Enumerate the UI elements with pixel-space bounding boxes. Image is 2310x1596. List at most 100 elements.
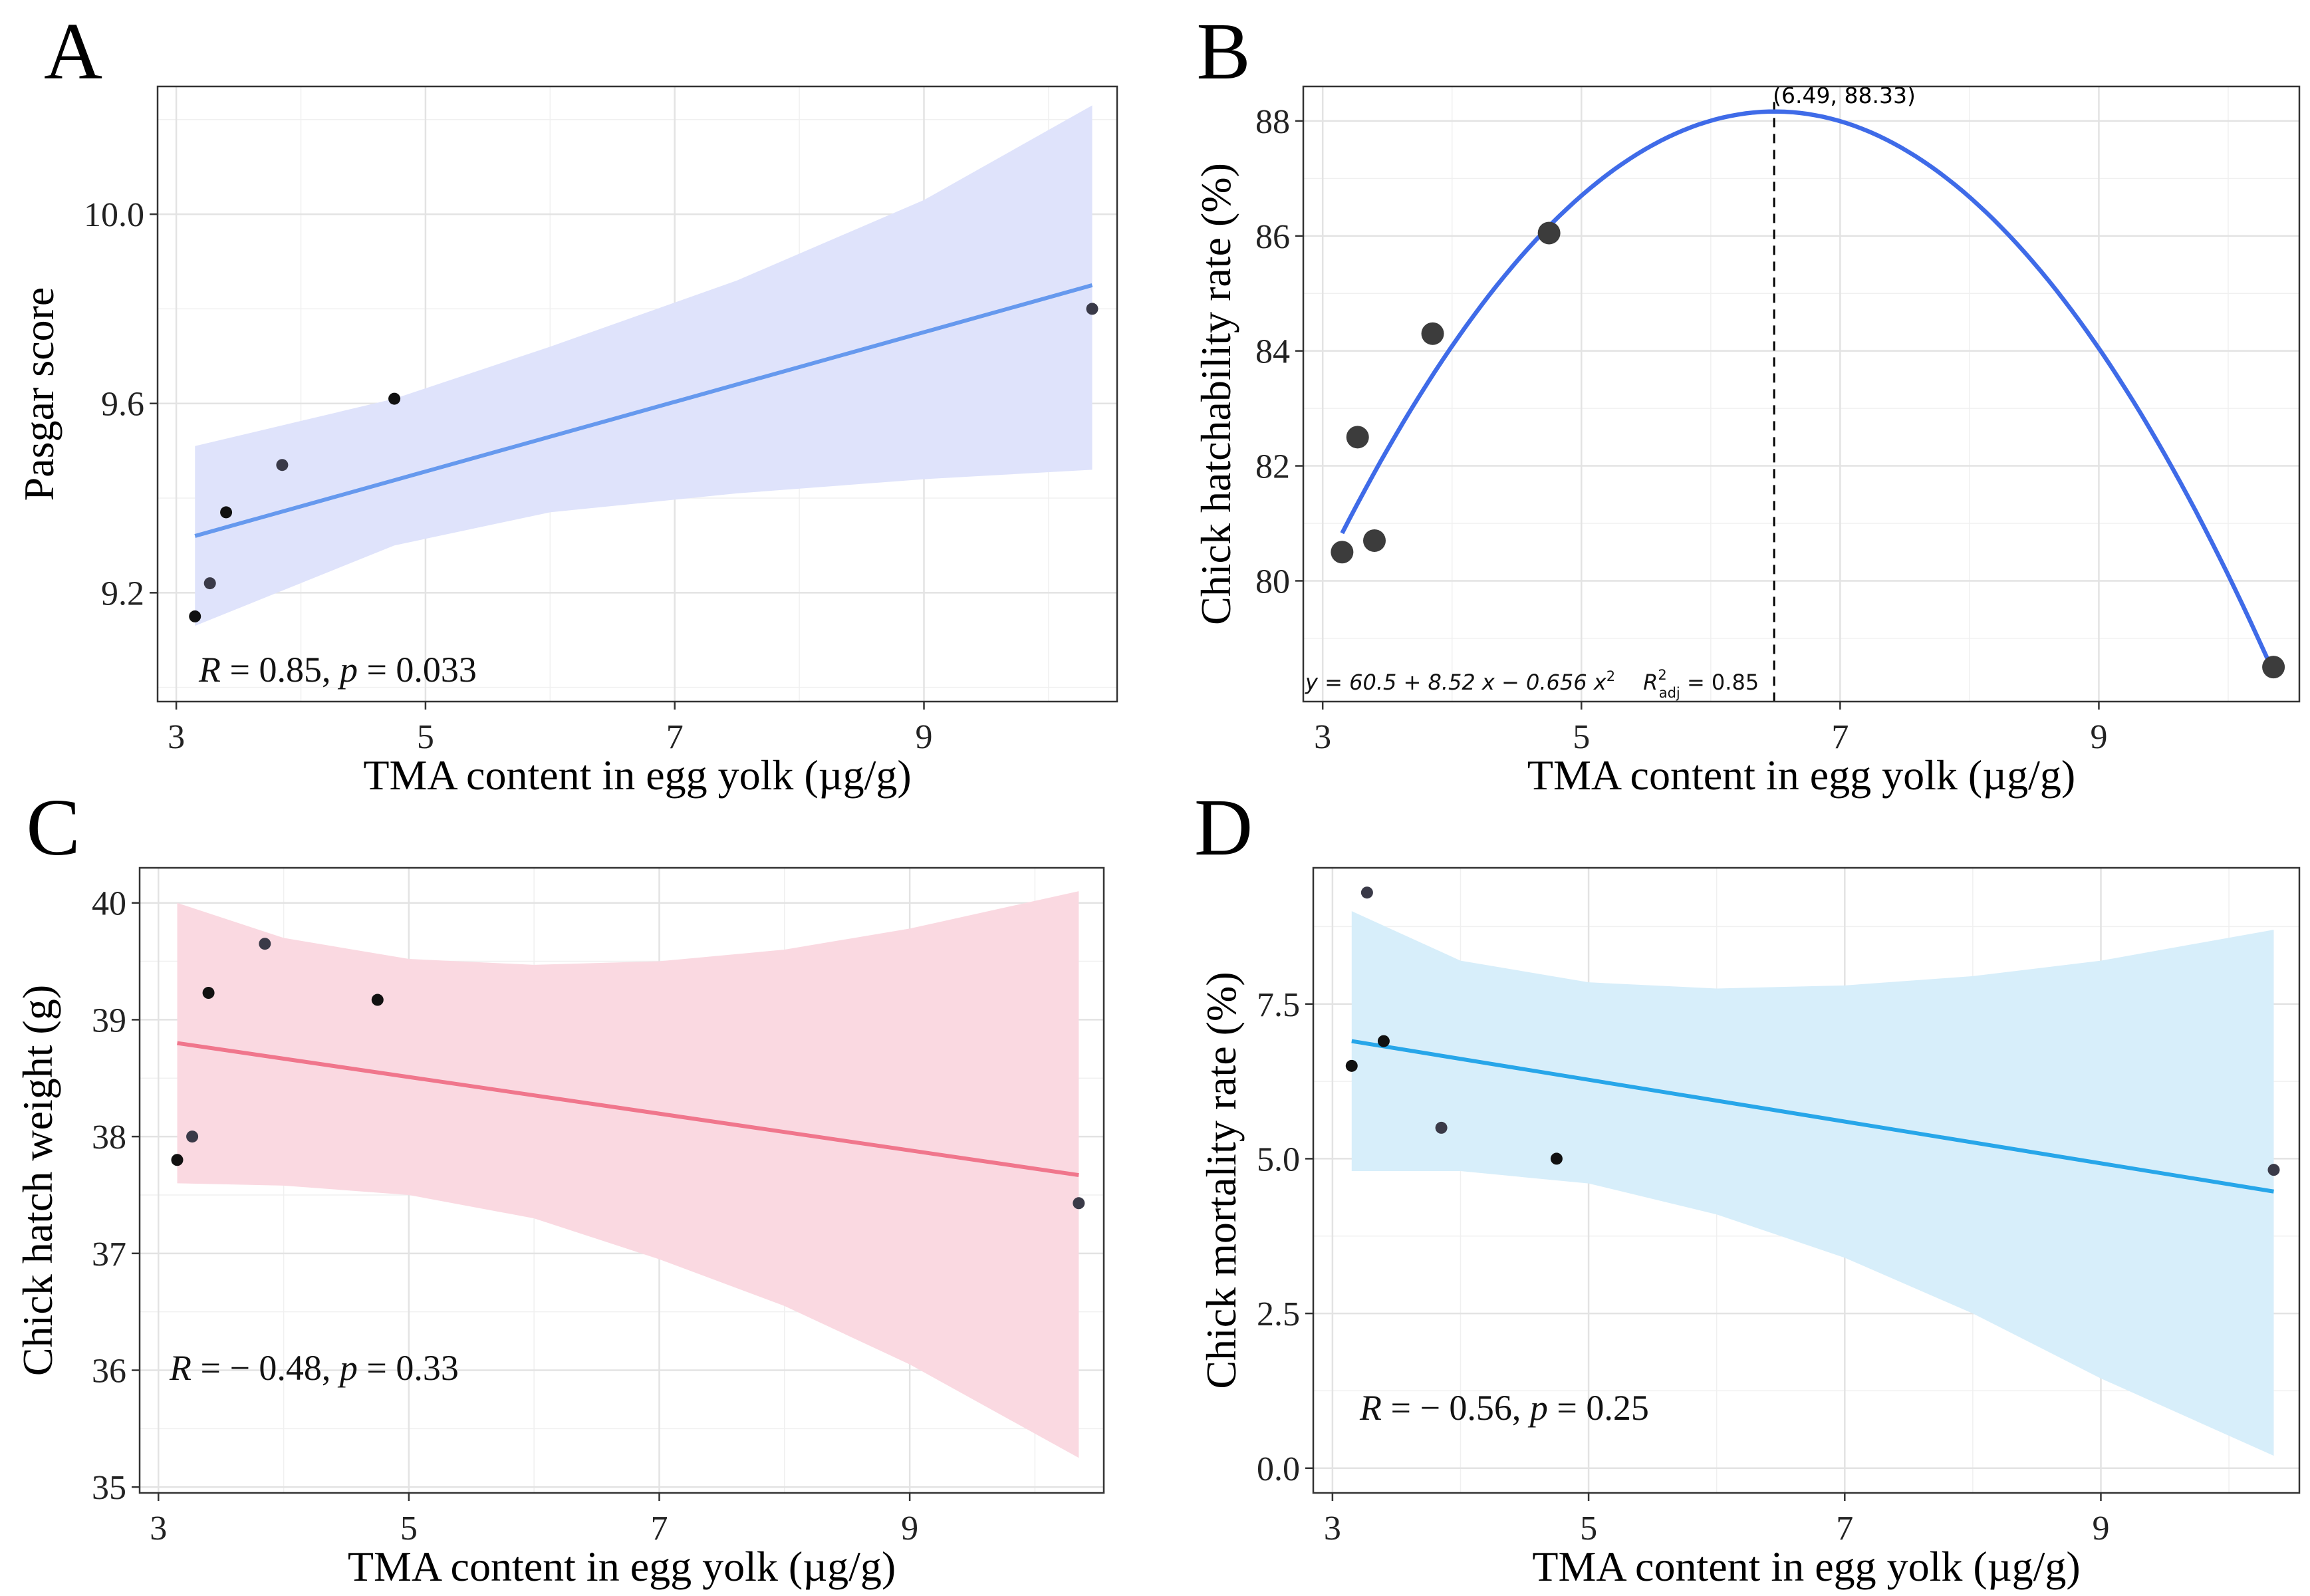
panel-c-data-point xyxy=(1073,1197,1085,1210)
panel-c-data-point xyxy=(202,987,215,999)
panel-a-x-axis-title: TMA content in egg yolk (µg/g) xyxy=(363,751,911,799)
panel-a-data-point xyxy=(203,577,216,590)
text-span: = 0.25 xyxy=(1548,1388,1649,1428)
panel-d-data-point xyxy=(2267,1164,2280,1176)
panel-b-data-point xyxy=(1346,426,1369,449)
panel-d-x-tick-label: 9 xyxy=(2092,1510,2109,1547)
panel-d-x-axis-title: TMA content in egg yolk (µg/g) xyxy=(1532,1543,2080,1590)
text-span: 2 xyxy=(1658,667,1666,683)
panel-b-y-tick-label: 88 xyxy=(1255,103,1290,141)
panel-b-data-point xyxy=(1331,541,1354,564)
panel-b-y-tick-label: 82 xyxy=(1255,448,1290,486)
panel-a-data-point xyxy=(388,392,401,405)
panel-a-y-tick-label: 9.2 xyxy=(101,575,144,612)
panel-d-data-point xyxy=(1345,1059,1358,1072)
panel-c-x-tick-label: 5 xyxy=(400,1510,418,1547)
panel-d-x-tick-label: 5 xyxy=(1580,1510,1597,1547)
panel-a-y-tick-label: 9.6 xyxy=(101,386,144,424)
panel-c-x-axis-title: TMA content in egg yolk (µg/g) xyxy=(348,1543,896,1590)
panel-a-x-tick-label: 9 xyxy=(916,718,933,756)
text-span: = − 0.48, xyxy=(192,1348,340,1388)
panel-b-data-point xyxy=(1537,221,1561,245)
text-span: 2 xyxy=(1606,668,1615,684)
text-span: = − 0.56, xyxy=(1382,1388,1530,1428)
panel-a-x-tick-label: 7 xyxy=(666,718,684,756)
panel-a-confidence-band xyxy=(195,105,1092,626)
panel-c-regression-line xyxy=(177,1041,1079,1178)
panel-b-y-tick-label: 84 xyxy=(1255,333,1290,371)
panel-a-x-tick-label: 3 xyxy=(168,718,185,756)
panel-a-data-point xyxy=(220,506,233,519)
panel-b-plot-area xyxy=(1303,86,2299,702)
panel-d-confidence-band xyxy=(1351,911,2274,1456)
panel-b-y-tick-label: 80 xyxy=(1255,563,1290,600)
text-span: = 0.85 xyxy=(1680,670,1759,695)
panel-c-panel-border xyxy=(138,866,1105,1494)
panel-a-x-tick-label: 5 xyxy=(417,718,434,756)
panel-d-correlation-annotation: R = − 0.56, p = 0.25 xyxy=(1359,1388,1649,1428)
text-span: = 0.85, xyxy=(221,650,340,690)
panel-c-data-point xyxy=(259,938,271,950)
panel-d-y-tick-label: 2.5 xyxy=(1257,1295,1300,1333)
text-span: p xyxy=(337,650,358,690)
panel-b-y-tick-label: 86 xyxy=(1255,218,1290,256)
panel-c-x-tick-label: 9 xyxy=(901,1510,918,1547)
panel-c-data-point xyxy=(171,1154,184,1166)
panel-d-data-point xyxy=(1550,1152,1563,1165)
panel-a-y-axis-title: Pasgar score xyxy=(15,287,63,501)
panel-c-data-point xyxy=(371,994,384,1006)
panel-c-correlation-annotation: R = − 0.48, p = 0.33 xyxy=(169,1348,459,1388)
panel-d-x-tick-label: 7 xyxy=(1836,1510,1853,1547)
panel-b-x-tick-label: 7 xyxy=(1831,718,1849,756)
panel-d-panel-border xyxy=(1312,866,2301,1494)
panel-b-x-axis-title: TMA content in egg yolk (µg/g) xyxy=(1527,751,2075,799)
panel-b-y-axis-title: Chick hatchability rate (%) xyxy=(1192,163,1239,625)
panel-c-y-tick-label: 35 xyxy=(92,1469,126,1507)
panel-a-y-tick-label: 10.0 xyxy=(84,196,144,234)
panel-d-data-point xyxy=(1360,886,1373,899)
panel-a-correlation-annotation: R = 0.85, p = 0.033 xyxy=(198,650,477,690)
panel-c-y-axis-title: Chick hatch weight (g) xyxy=(14,985,61,1376)
text-span: = 0.033 xyxy=(358,650,477,690)
panel-c-x-tick-label: 3 xyxy=(150,1510,167,1547)
panel-a-panel-border xyxy=(156,85,1118,703)
panel-d-y-tick-label: 5.0 xyxy=(1257,1140,1300,1178)
panel-c-y-tick-label: 40 xyxy=(92,885,126,923)
panel-c-x-tick-label: 7 xyxy=(650,1510,668,1547)
text-span: R xyxy=(1643,670,1658,695)
panel-c-data-point xyxy=(186,1130,199,1143)
panel-d-chart: D 3 5 7 9 0.0 2.5 5.0 7.5 TMA content in egg yolk… xyxy=(1194,783,2301,1590)
panel-a-regression-line xyxy=(194,283,1093,538)
panel-d-label: D xyxy=(1194,783,1253,872)
panel-c-label: C xyxy=(26,783,80,872)
text-span: p xyxy=(337,1348,358,1388)
panel-b-data-point xyxy=(1421,322,1444,345)
panel-a-chart: A 3 5 7 9 9.2 9.6 10.0 TMA content in egg yolk (… xyxy=(15,7,1118,799)
panel-a-data-point xyxy=(1086,303,1098,315)
panel-d-x-tick-label: 3 xyxy=(1324,1510,1341,1547)
panel-d-y-tick-label: 0.0 xyxy=(1257,1450,1300,1488)
text-span: R xyxy=(169,1348,192,1388)
text-span: y = 60.5 + 8.52 x − 0.656 x xyxy=(1305,670,1607,695)
panel-d-y-tick-label: 7.5 xyxy=(1257,986,1300,1024)
panel-a-data-point xyxy=(189,610,201,622)
text-span: R xyxy=(1359,1388,1382,1428)
panel-b-x-tick-label: 3 xyxy=(1314,718,1331,756)
text-span: adj xyxy=(1659,685,1680,701)
panel-d-y-axis-title: Chick mortality rate (%) xyxy=(1198,972,1245,1389)
panel-a-data-point xyxy=(276,459,289,471)
text-span: = 0.33 xyxy=(358,1348,459,1388)
text-span: R xyxy=(198,650,221,690)
text-span: p xyxy=(1527,1388,1548,1428)
panel-d-regression-line xyxy=(1351,1039,2274,1194)
panel-c-y-tick-label: 37 xyxy=(92,1236,126,1273)
panel-d-data-point xyxy=(1435,1121,1448,1134)
panel-b-panel-border xyxy=(1302,85,2301,703)
panel-c-y-tick-label: 39 xyxy=(92,1001,126,1039)
panel-b-data-point xyxy=(1363,529,1386,552)
panel-b-quadratic-curve xyxy=(1340,109,2276,674)
panel-b-equation-annotation: y = 60.5 + 8.52 x − 0.656 x2 R2 adj = 0.85 xyxy=(1305,667,1759,701)
